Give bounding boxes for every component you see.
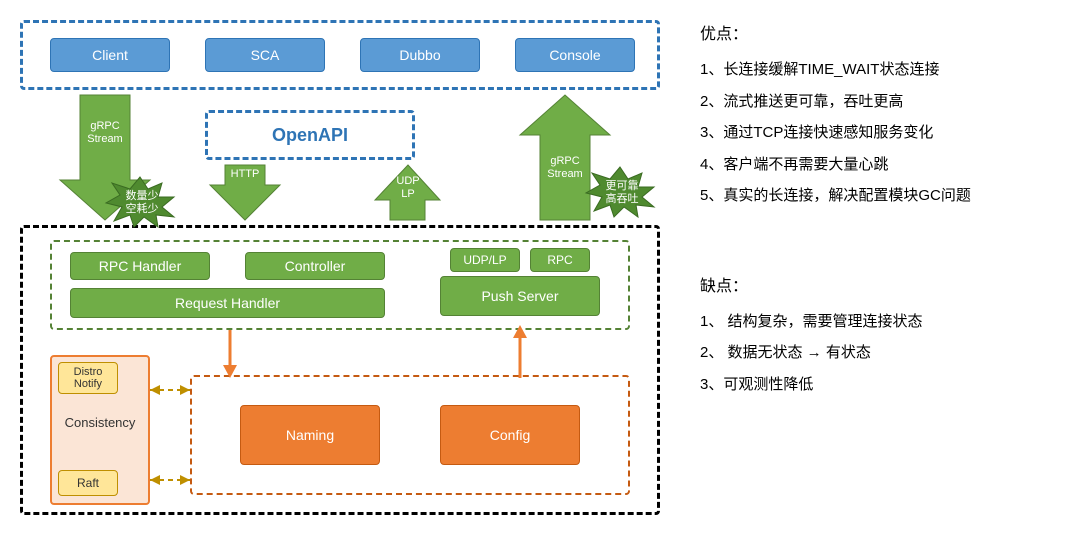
node-console: Console [515,38,635,72]
burst-right-text: 更可靠 高吞吐 [598,180,646,206]
node-rpc: RPC [530,248,590,272]
node-udp-lp: UDP/LP [450,248,520,272]
adv-item: 1、长连接缓解TIME_WAIT状态连接 [700,54,1060,86]
node-request-handler: Request Handler [70,288,385,318]
node-distro: Distro Notify [58,362,118,394]
adv-item: 5、真实的长连接，解决配置模块GC问题 [700,180,1060,212]
dis-item: 1、 结构复杂，需要管理连接状态 [700,306,1060,338]
advantages-title: 优点： [700,20,1060,44]
architecture-diagram: Client SCA Dubbo Console OpenAPI gRPC St… [20,20,680,520]
label-http: HTTP [225,168,265,181]
adv-item: 3、通过TCP连接快速感知服务变化 [700,117,1060,149]
label-udp: UDP LP [390,175,426,201]
node-client: Client [50,38,170,72]
dis-item: 2、 数据无状态 → 有状态 [700,337,1060,369]
consistency-label: Consistency [50,415,150,430]
dis-item: 3、可观测性降低 [700,369,1060,401]
node-sca: SCA [205,38,325,72]
adv-item: 2、流式推送更可靠，吞吐更高 [700,86,1060,118]
disadvantages-title: 缺点： [700,272,1060,296]
burst-left-text: 数量少 空耗少 [118,190,166,216]
node-controller: Controller [245,252,385,280]
adv-item: 4、客户端不再需要大量心跳 [700,149,1060,181]
label-grpc-down: gRPC Stream [80,120,130,146]
node-raft: Raft [58,470,118,496]
openapi-box: OpenAPI [205,110,415,160]
node-config: Config [440,405,580,465]
disadvantages-list: 1、 结构复杂，需要管理连接状态 2、 数据无状态 → 有状态 3、可观测性降低 [700,306,1060,401]
advantages-list: 1、长连接缓解TIME_WAIT状态连接 2、流式推送更可靠，吞吐更高 3、通过… [700,54,1060,212]
node-push-server: Push Server [440,276,600,316]
node-dubbo: Dubbo [360,38,480,72]
node-naming: Naming [240,405,380,465]
openapi-label: OpenAPI [272,125,348,146]
node-rpc-handler: RPC Handler [70,252,210,280]
text-panel: 优点： 1、长连接缓解TIME_WAIT状态连接 2、流式推送更可靠，吞吐更高 … [700,20,1060,400]
